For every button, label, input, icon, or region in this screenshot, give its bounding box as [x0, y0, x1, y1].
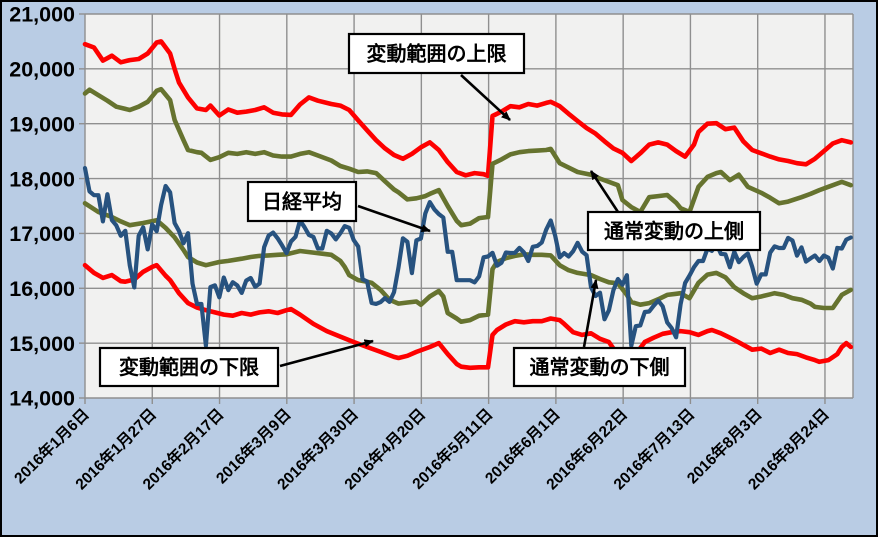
annotation-arrow-normal-upper — [589, 170, 620, 213]
annotation-arrow-upper-limit — [460, 74, 511, 121]
annotation-box-normal-upper — [586, 210, 762, 252]
y-tick-label: 14,000 — [9, 387, 75, 411]
y-tick-label: 15,000 — [9, 332, 75, 356]
annotation-box-normal-lower — [512, 346, 687, 388]
annotation-arrow-lower-limit — [279, 339, 374, 368]
y-tick-label: 19,000 — [9, 112, 75, 136]
annotation-label-normal-upper: 通常変動の上側 — [604, 219, 744, 243]
annotation-label-nikkei: 日経平均 — [262, 190, 342, 214]
series-line-normal-lower — [82, 201, 854, 325]
series-line-normal-upper — [82, 86, 854, 228]
annotation-box-nikkei — [246, 180, 358, 223]
series-line-nikkei — [82, 166, 853, 348]
y-tick-label: 16,000 — [9, 277, 75, 301]
annotation-label-upper-limit: 変動範囲の上限 — [367, 42, 507, 66]
annotation-arrow-normal-lower — [582, 279, 599, 348]
annotation-box-lower-limit — [98, 346, 280, 388]
y-tick-label: 20,000 — [9, 58, 75, 82]
series-line-upper-limit — [82, 39, 854, 179]
y-tick-label: 17,000 — [9, 222, 75, 246]
y-tick-label: 18,000 — [9, 167, 75, 191]
annotation-label-normal-lower: 通常変動の下側 — [530, 355, 670, 379]
y-tick-label: 21,000 — [9, 3, 75, 27]
annotation-label-lower-limit: 変動範囲の下限 — [119, 355, 259, 379]
annotation-arrow-nikkei — [357, 204, 431, 233]
annotation-box-upper-limit — [347, 32, 526, 75]
